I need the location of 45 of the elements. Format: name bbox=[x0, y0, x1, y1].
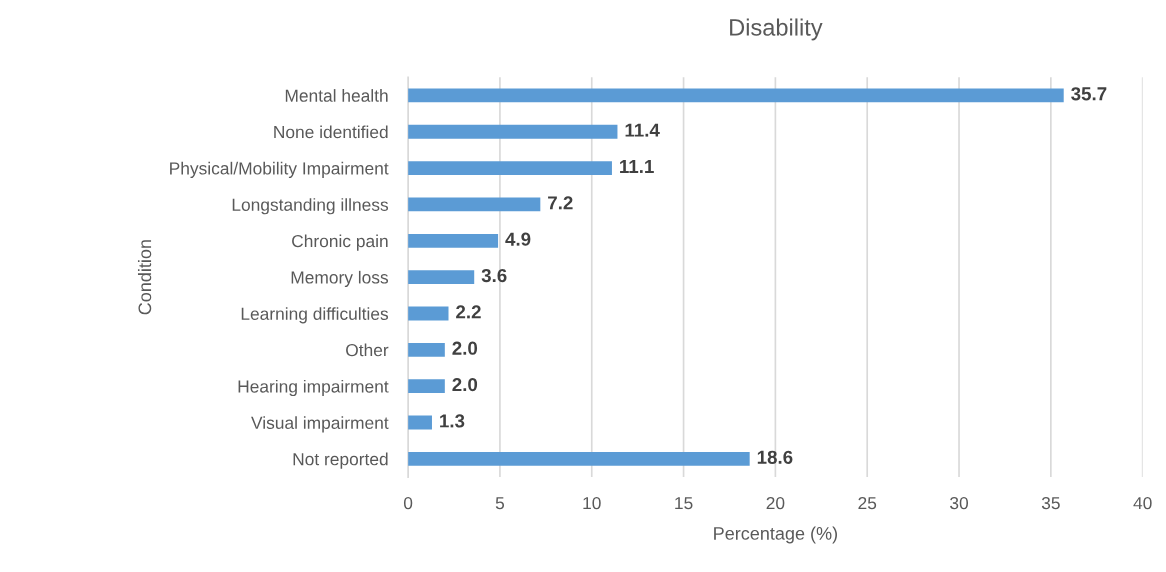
x-tick-label: 35 bbox=[1041, 496, 1060, 510]
x-axis-title: Percentage (%) bbox=[714, 526, 837, 544]
x-tick-label: 5 bbox=[495, 497, 505, 510]
data-label: 4.9 bbox=[505, 232, 531, 246]
bar bbox=[408, 342, 445, 357]
data-label: 35.7 bbox=[1071, 87, 1107, 101]
y-tick-label: Visual impairment bbox=[251, 416, 389, 433]
data-label: 1.3 bbox=[440, 414, 465, 428]
data-label: 2.0 bbox=[452, 341, 478, 355]
data-label: 11.1 bbox=[620, 160, 654, 173]
bar bbox=[408, 451, 750, 466]
y-tick-label: Learning difficulties bbox=[241, 307, 389, 324]
y-tick-label: Other bbox=[346, 343, 389, 357]
data-label: 2.2 bbox=[456, 305, 481, 319]
bar bbox=[408, 88, 1064, 103]
bar bbox=[408, 197, 541, 212]
data-label: 2.0 bbox=[452, 377, 478, 392]
y-tick-label: Longstanding illness bbox=[232, 198, 389, 215]
y-tick-label: Chronic pain bbox=[292, 234, 388, 251]
y-tick-label: None identified bbox=[274, 125, 388, 139]
y-tick-label: Not reported bbox=[293, 452, 388, 469]
x-tick-label: 15 bbox=[675, 497, 693, 510]
data-label: 7.2 bbox=[548, 196, 573, 210]
bar bbox=[408, 233, 499, 248]
x-tick-label: 20 bbox=[766, 496, 785, 510]
y-tick-label: Hearing impairment bbox=[238, 379, 389, 397]
y-tick-label: Physical/Mobility Impairment bbox=[170, 161, 389, 178]
bar bbox=[408, 161, 612, 175]
x-tick-label: 0 bbox=[403, 496, 413, 510]
chart-title: Disability bbox=[730, 18, 823, 41]
y-tick-label: Mental health bbox=[285, 89, 388, 102]
x-tick-label: 30 bbox=[950, 496, 969, 510]
y-axis-title: Condition bbox=[137, 240, 152, 315]
bar bbox=[408, 306, 449, 321]
x-tick-label: 40 bbox=[1133, 496, 1152, 510]
bar bbox=[408, 415, 432, 430]
bar bbox=[408, 270, 475, 285]
bar bbox=[408, 124, 618, 139]
x-tick-label: 25 bbox=[858, 496, 877, 510]
data-label: 3.6 bbox=[481, 268, 507, 283]
bar bbox=[408, 379, 445, 394]
data-label: 11.4 bbox=[625, 123, 660, 137]
y-tick-label: Memory loss bbox=[291, 270, 389, 288]
x-tick-label: 10 bbox=[583, 496, 601, 510]
data-label: 18.6 bbox=[757, 450, 793, 464]
